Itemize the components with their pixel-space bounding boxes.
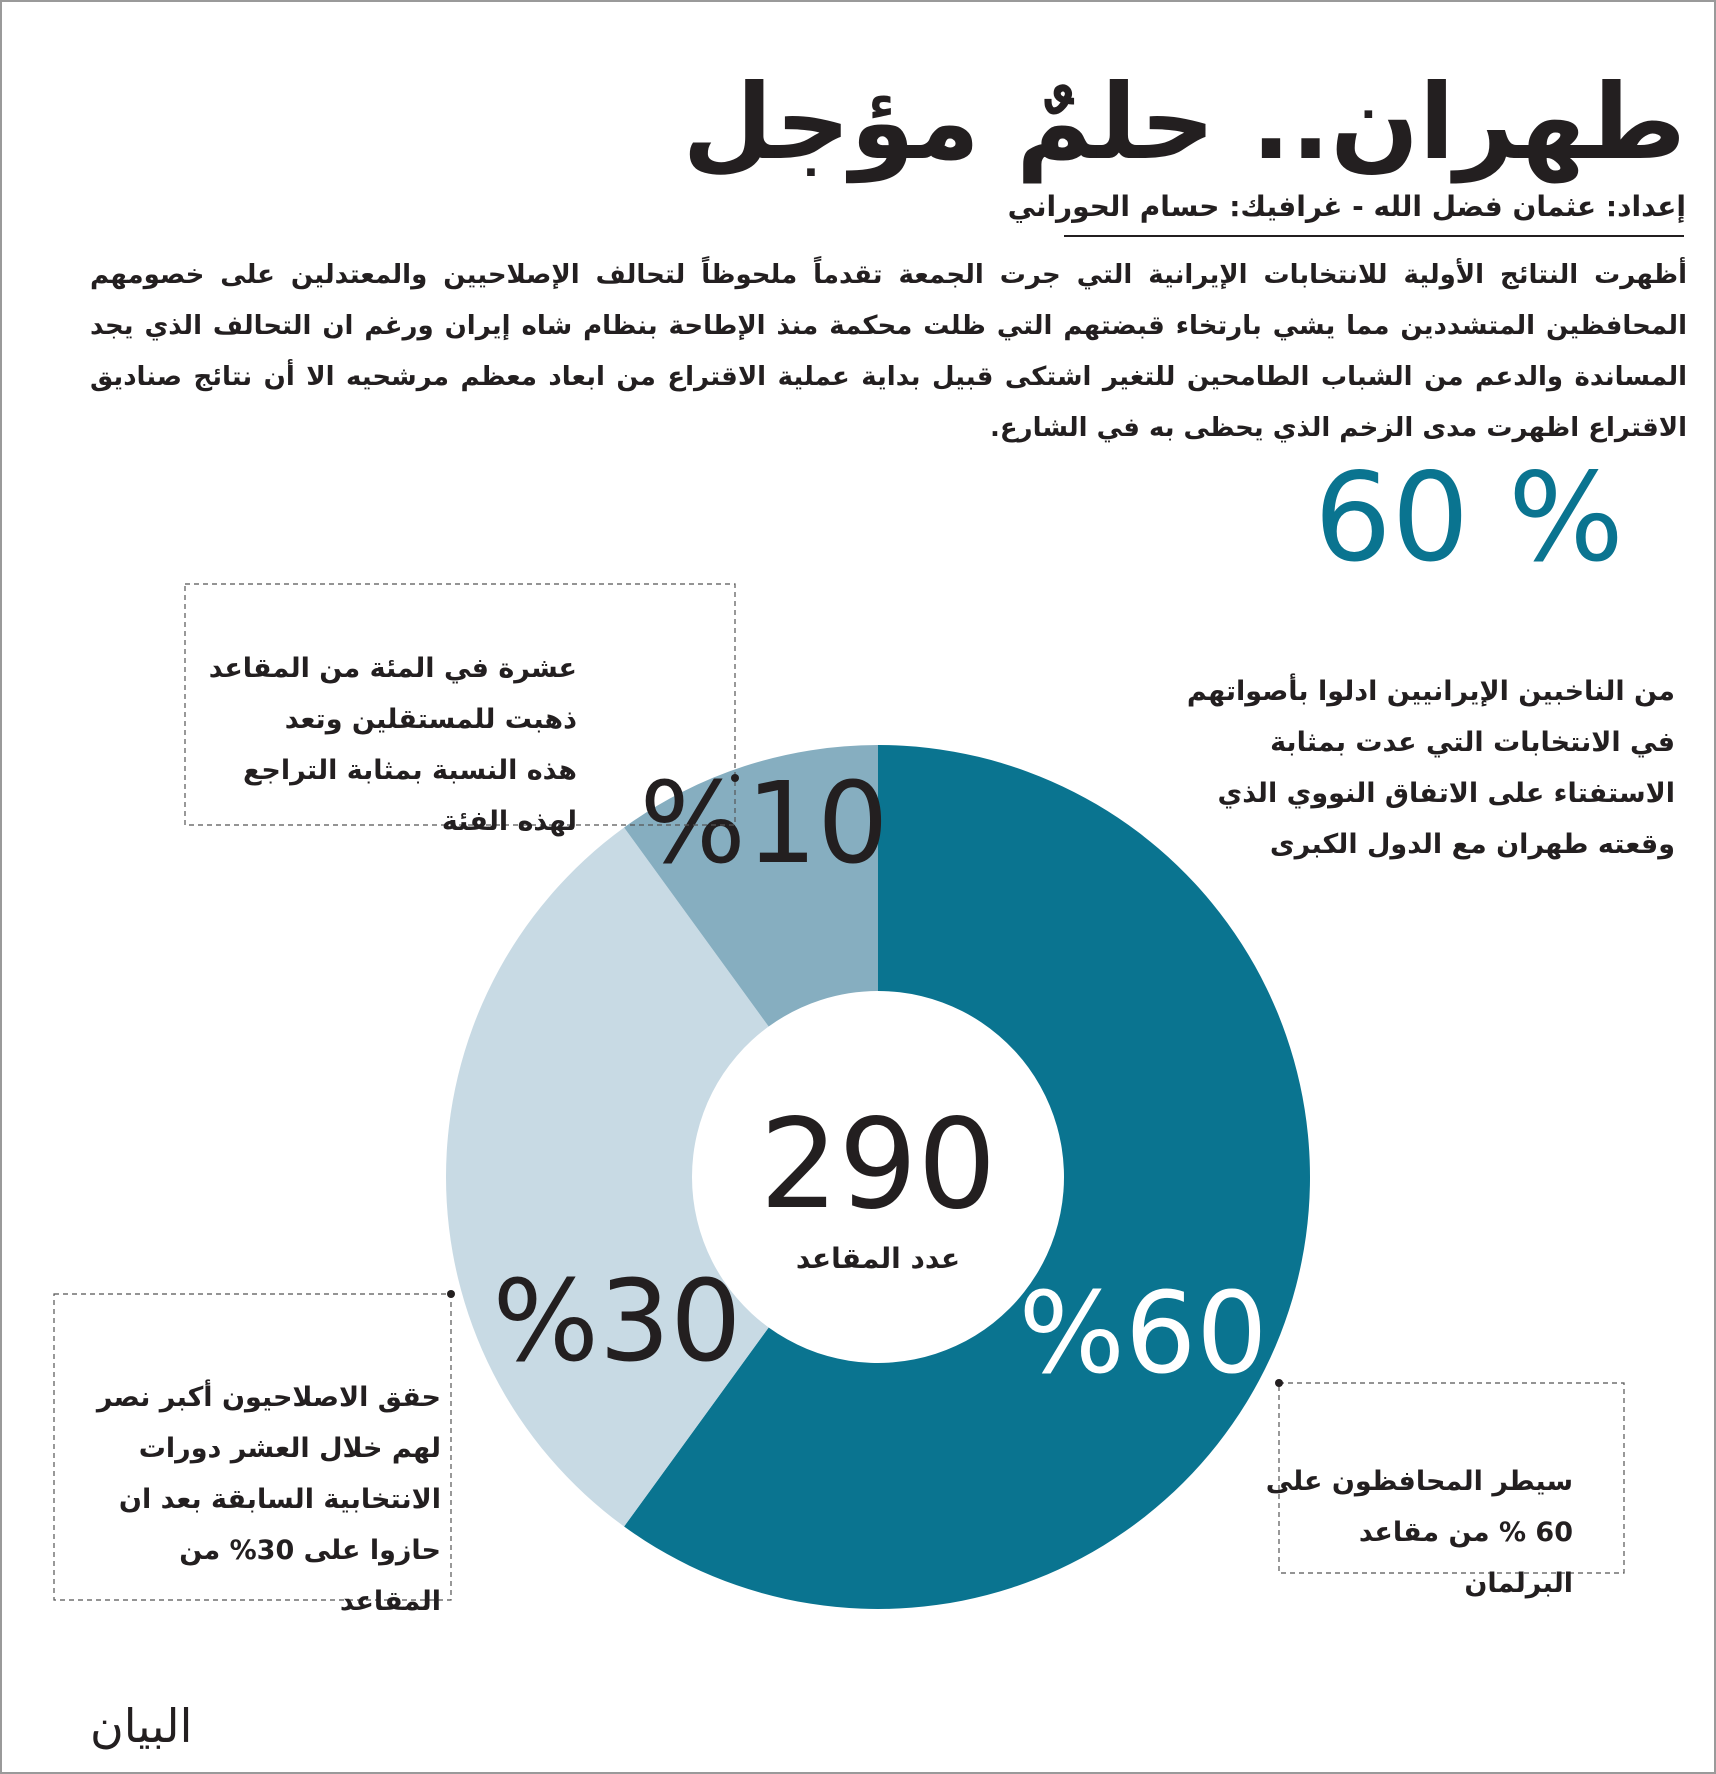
- annotation-box: [184, 583, 736, 826]
- intro-paragraph: أظهرت النتائج الأولية للانتخابات الإيران…: [90, 250, 1687, 454]
- value-label: %60: [1019, 1269, 1268, 1399]
- annotation-dot: [1275, 1379, 1283, 1387]
- annotation-text: المقاعد: [340, 1586, 441, 1617]
- intro-line: الاقتراع اظهرت مدى الزخم الذي يحظى به في…: [990, 413, 1687, 443]
- donut-segment: [624, 745, 1310, 1609]
- logo: البيان: [90, 1699, 192, 1753]
- highlight-text: الاستفتاء على الاتفاق النووي الذي: [1217, 778, 1675, 809]
- annotation-dot: [447, 1290, 455, 1298]
- intro-line: المساندة والدعم من الشباب الطامحين للتغي…: [90, 362, 1687, 392]
- value-label: %10: [640, 759, 889, 889]
- intro-line: المحافظين المتشددين مما يشي بارتخاء قبضت…: [90, 311, 1687, 341]
- title: طهران.. حلمٌ مؤجل: [683, 61, 1687, 184]
- annotation-text: هذه النسبة بمثابة التراجع: [243, 755, 577, 786]
- annotation-text: حقق الاصلاحيون أكبر نصر: [95, 1379, 441, 1413]
- annotation-box: [53, 1293, 452, 1601]
- annotation-dot: [731, 774, 739, 782]
- donut-segment: [624, 745, 878, 1027]
- highlight-text: من الناخبين الإيرانيين ادلوا بأصواتهم: [1187, 673, 1675, 707]
- annotation-text: لهم خلال العشر دورات: [139, 1433, 441, 1464]
- value-label: %30: [493, 1257, 742, 1387]
- annotation-text: سيطر المحافظون على: [1266, 1466, 1573, 1497]
- donut-segment: [445, 827, 769, 1527]
- intro-line: أظهرت النتائج الأولية للانتخابات الإيران…: [90, 260, 1687, 290]
- annotation-text: البرلمان: [1464, 1568, 1573, 1599]
- annotation-text: ذهبت للمستقلين وتعد: [285, 704, 577, 735]
- byline: إعداد: عثمان فضل الله - غرافيك: حسام الح…: [1008, 190, 1686, 224]
- annotation-box: [1278, 1382, 1625, 1574]
- annotation-text: لهذه الفئة: [442, 806, 577, 837]
- annotation-text: 60 % من مقاعد: [1359, 1517, 1573, 1548]
- annotation-text: عشرة في المئة من المقاعد: [209, 653, 577, 684]
- highlight-text: في الانتخابات التي عدت بمثابة: [1270, 727, 1675, 758]
- highlight-stat: % 60: [1314, 447, 1624, 589]
- annotation-text: حازوا على 30% من: [179, 1535, 441, 1566]
- highlight-text: وقعته طهران مع الدول الكبرى: [1270, 829, 1675, 860]
- annotation-text: الانتخابية السابقة بعد ان: [119, 1484, 441, 1515]
- center-label: عدد المقاعد: [796, 1242, 960, 1275]
- center-value: 290: [760, 1093, 997, 1237]
